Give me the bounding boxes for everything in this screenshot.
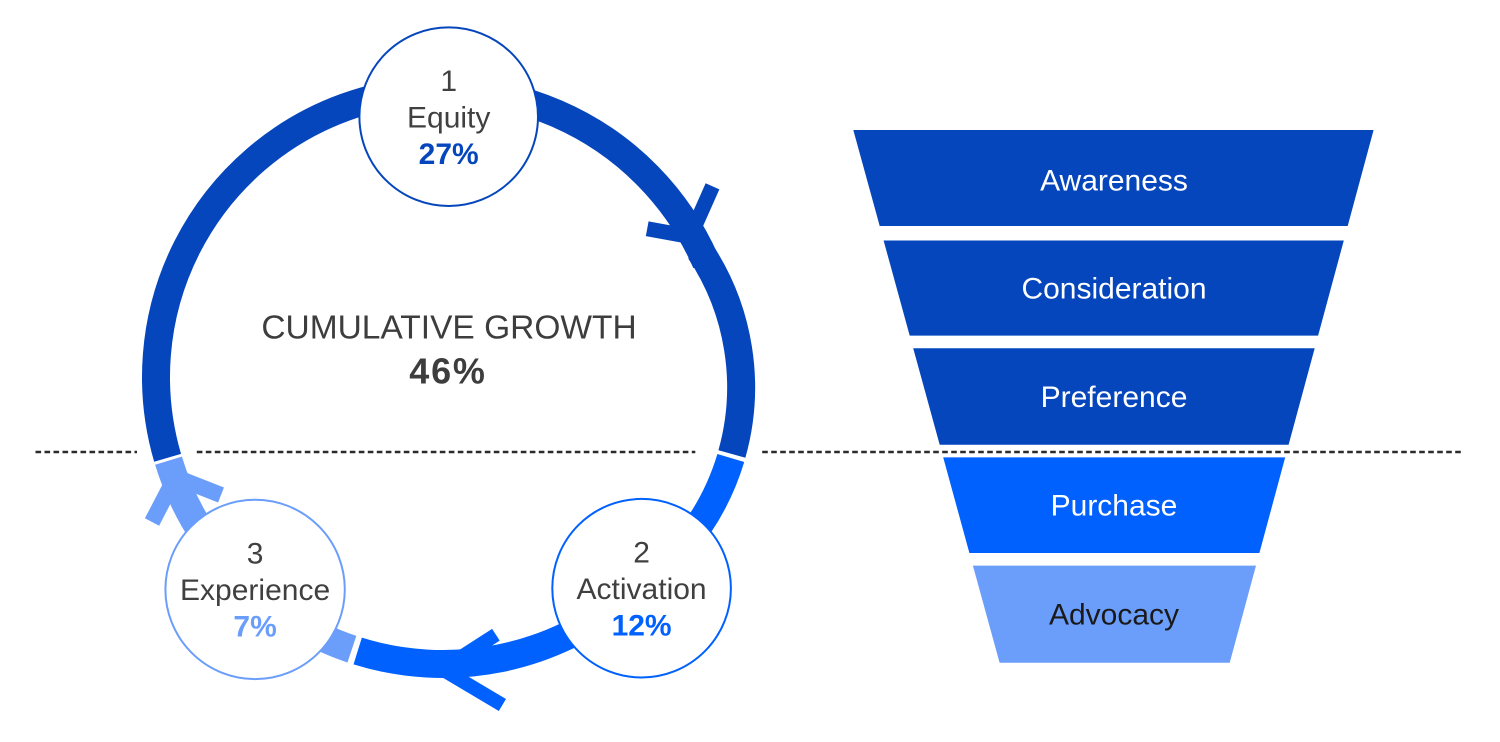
svg-text:Awareness: Awareness <box>1040 165 1188 198</box>
svg-text:3: 3 <box>247 538 264 571</box>
svg-text:Purchase: Purchase <box>1051 490 1178 523</box>
svg-text:Equity: Equity <box>407 102 490 135</box>
svg-text:Experience: Experience <box>180 574 330 607</box>
svg-text:27%: 27% <box>419 138 479 171</box>
svg-text:1: 1 <box>440 65 457 98</box>
svg-text:Consideration: Consideration <box>1021 273 1206 306</box>
svg-text:46%: 46% <box>409 351 486 392</box>
svg-text:12%: 12% <box>612 610 672 643</box>
svg-text:Activation: Activation <box>577 573 707 606</box>
svg-text:2: 2 <box>633 537 650 570</box>
svg-text:CUMULATIVE GROWTH: CUMULATIVE GROWTH <box>261 310 636 347</box>
svg-text:7%: 7% <box>233 611 276 644</box>
svg-text:Advocacy: Advocacy <box>1049 599 1179 632</box>
svg-text:Preference: Preference <box>1041 381 1188 414</box>
